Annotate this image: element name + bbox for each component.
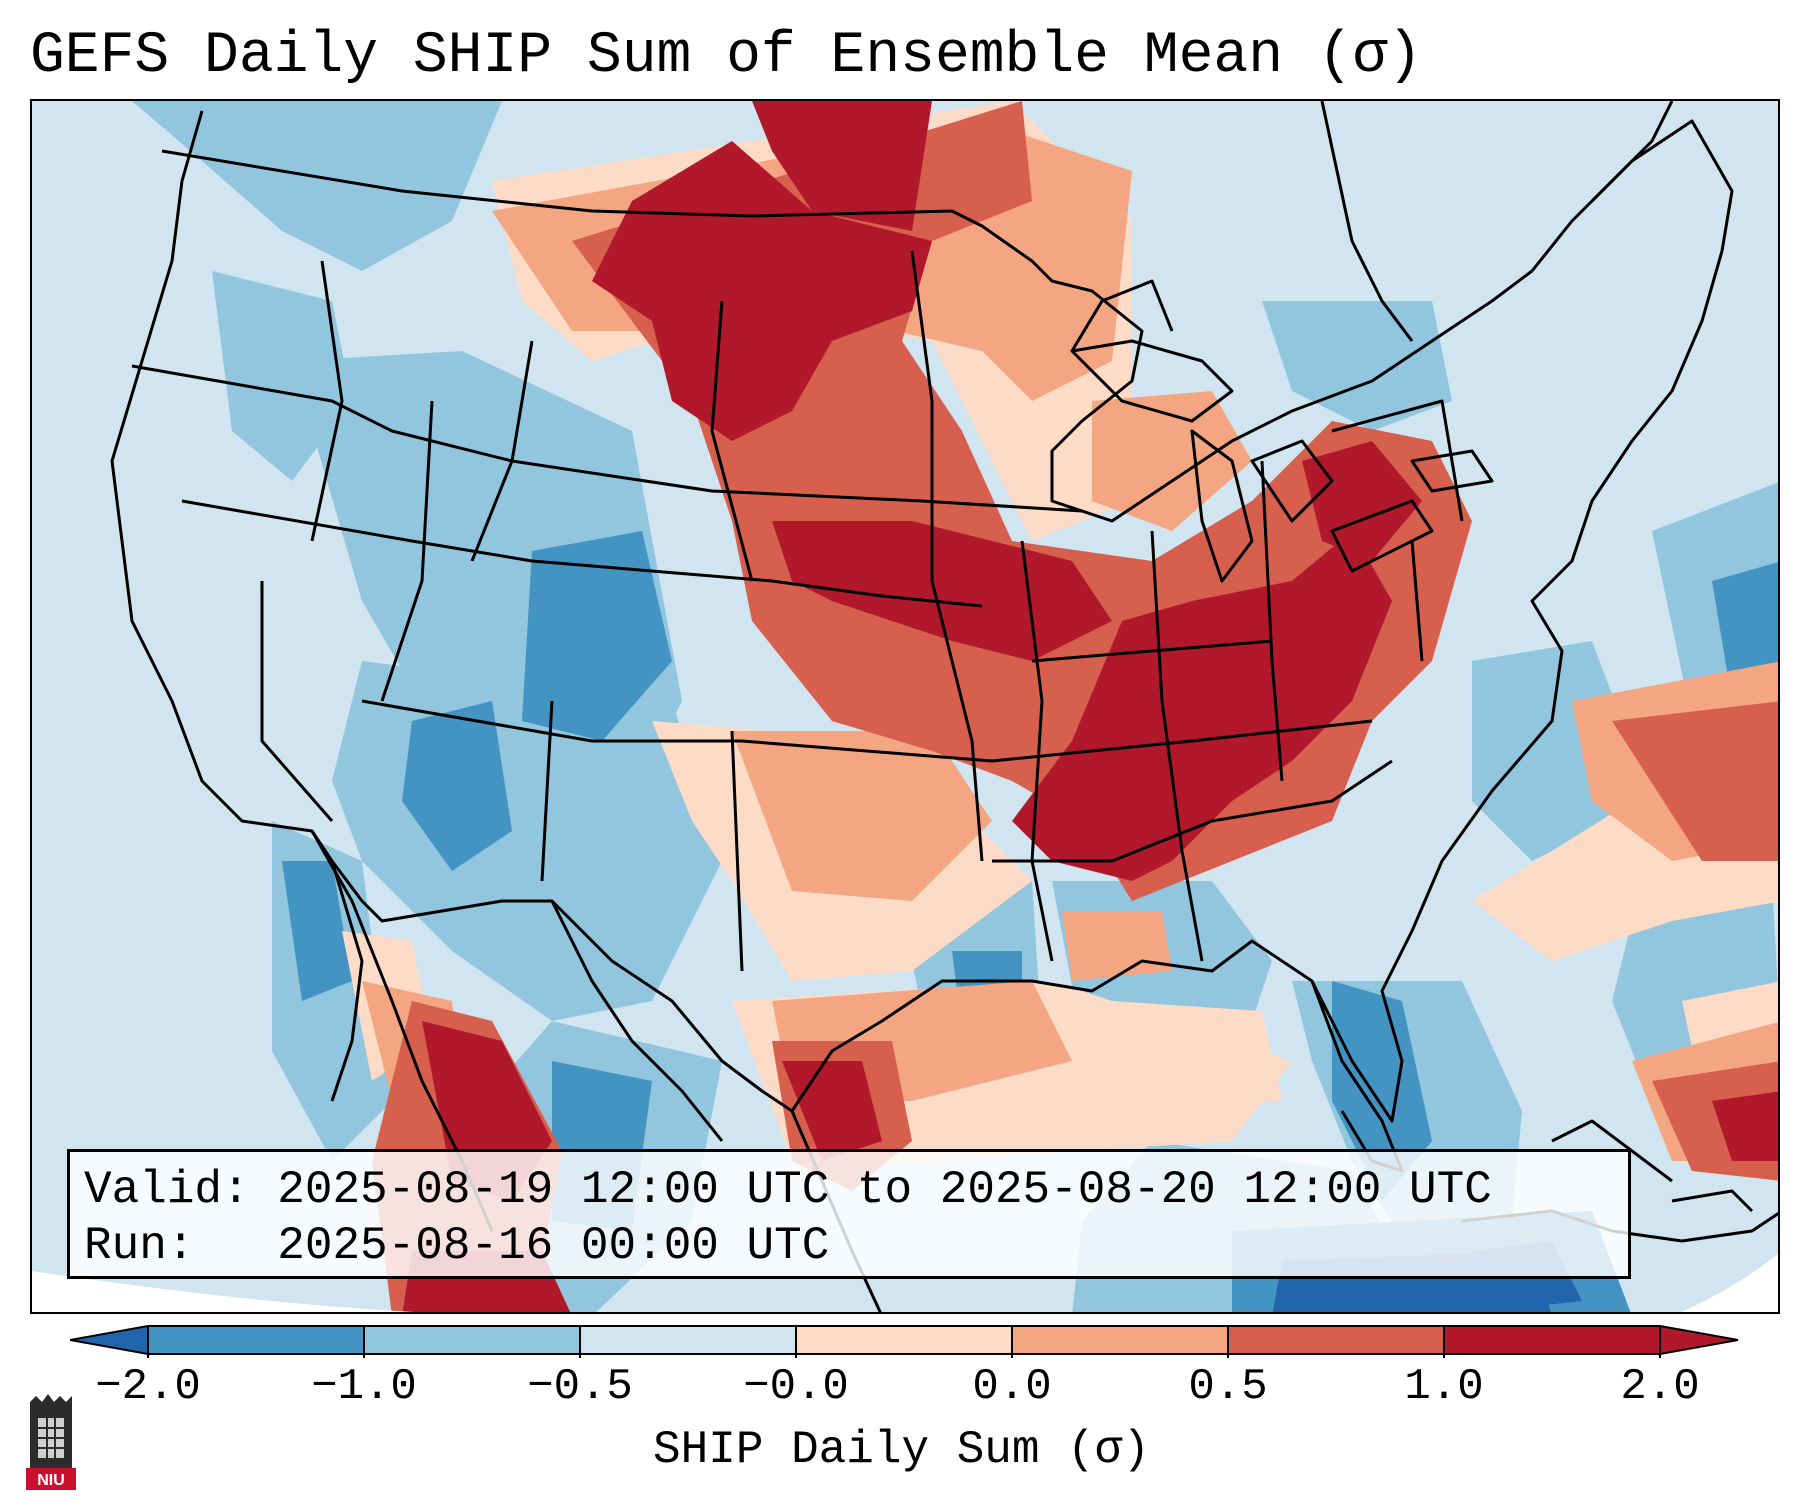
projection-edge-right — [1681, 1254, 1778, 1312]
colorbar-tick-label: 0.0 — [972, 1362, 1052, 1412]
colorbar-seg-6 — [1228, 1326, 1444, 1354]
projection-edge — [32, 1271, 414, 1312]
colorbar-seg-1 — [148, 1326, 364, 1354]
colorbar-tick-label: −1.0 — [311, 1362, 417, 1412]
colorbar-label: SHIP Daily Sum (σ) — [653, 1424, 1150, 1476]
colorbar-tick-label: −0.0 — [743, 1362, 849, 1412]
colorbar-seg-7 — [1444, 1326, 1738, 1354]
colorbar-seg-3 — [580, 1326, 796, 1354]
colorbar-seg-5 — [1012, 1326, 1228, 1354]
niu-logo-icon: NIU — [26, 1394, 76, 1490]
colorbar-tick-label: 1.0 — [1404, 1362, 1484, 1412]
colorbar-seg-2 — [364, 1326, 580, 1354]
valid-time-text: Valid: 2025-08-19 12:00 UTC to 2025-08-2… — [84, 1164, 1492, 1216]
colorbar-tick-label: 0.5 — [1188, 1362, 1268, 1412]
colorbar-tick-label: 2.0 — [1620, 1362, 1700, 1412]
map-title: GEFS Daily SHIP Sum of Ensemble Mean (σ) — [30, 24, 1423, 89]
run-time-text: Run: 2025-08-16 00:00 UTC — [84, 1220, 830, 1272]
map-panel — [30, 99, 1780, 1314]
colorbar-seg-0 — [70, 1326, 148, 1354]
colorbar-tick-label: −0.5 — [527, 1362, 633, 1412]
valid-run-info-box: Valid: 2025-08-19 12:00 UTC to 2025-08-2… — [67, 1149, 1631, 1279]
colorbar — [70, 1325, 1739, 1358]
colorbar-seg-4 — [796, 1326, 1012, 1354]
ship-anomaly-map — [32, 101, 1778, 1312]
colorbar-tick-label: −2.0 — [95, 1362, 201, 1412]
logo-text: NIU — [37, 1472, 65, 1489]
